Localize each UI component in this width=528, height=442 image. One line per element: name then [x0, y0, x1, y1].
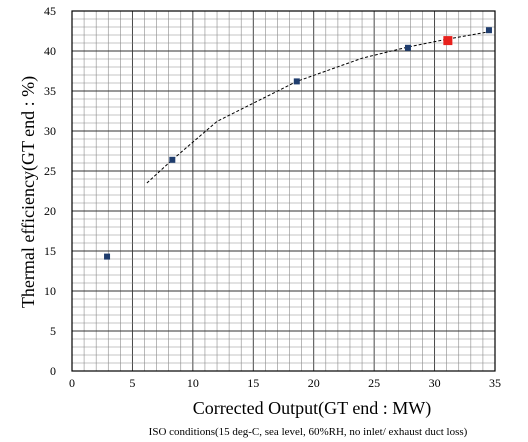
highlighted-data-point	[443, 36, 453, 46]
y-axis-title: Thermal efficiency(GT end : %)	[18, 76, 39, 308]
x-tick-label: 5	[129, 376, 135, 390]
data-point	[104, 253, 111, 260]
x-tick-label: 15	[247, 376, 259, 390]
y-tick-label: 20	[44, 204, 56, 218]
data-point	[293, 78, 300, 85]
y-tick-label: 0	[50, 364, 56, 378]
y-tick-label: 30	[44, 124, 56, 138]
data-points	[104, 27, 492, 260]
conditions-note: ISO conditions(15 deg-C, sea level, 60%R…	[149, 426, 468, 438]
x-tick-label: 0	[69, 376, 75, 390]
x-axis-title: Corrected Output(GT end : MW)	[193, 398, 432, 419]
y-tick-label: 40	[44, 44, 56, 58]
x-tick-label: 30	[429, 376, 441, 390]
y-tick-label: 10	[44, 284, 56, 298]
y-tick-label: 5	[50, 324, 56, 338]
x-tick-label: 35	[489, 376, 501, 390]
x-tick-label: 20	[308, 376, 320, 390]
y-tick-label: 35	[44, 84, 56, 98]
y-tick-label: 25	[44, 164, 56, 178]
data-point	[485, 27, 492, 34]
x-tick-label: 25	[368, 376, 380, 390]
trend-line	[146, 31, 490, 184]
y-tick-label: 15	[44, 244, 56, 258]
tick-labels: 0 5 10 15 20 25 30 35 0 5 10 15 20 25 30 35 40 45	[44, 4, 501, 390]
x-tick-label: 10	[187, 376, 199, 390]
data-point	[169, 156, 176, 163]
data-point	[404, 44, 411, 51]
y-tick-label: 45	[44, 4, 56, 18]
grid-lines	[72, 11, 495, 371]
plot-frame	[71, 10, 496, 372]
